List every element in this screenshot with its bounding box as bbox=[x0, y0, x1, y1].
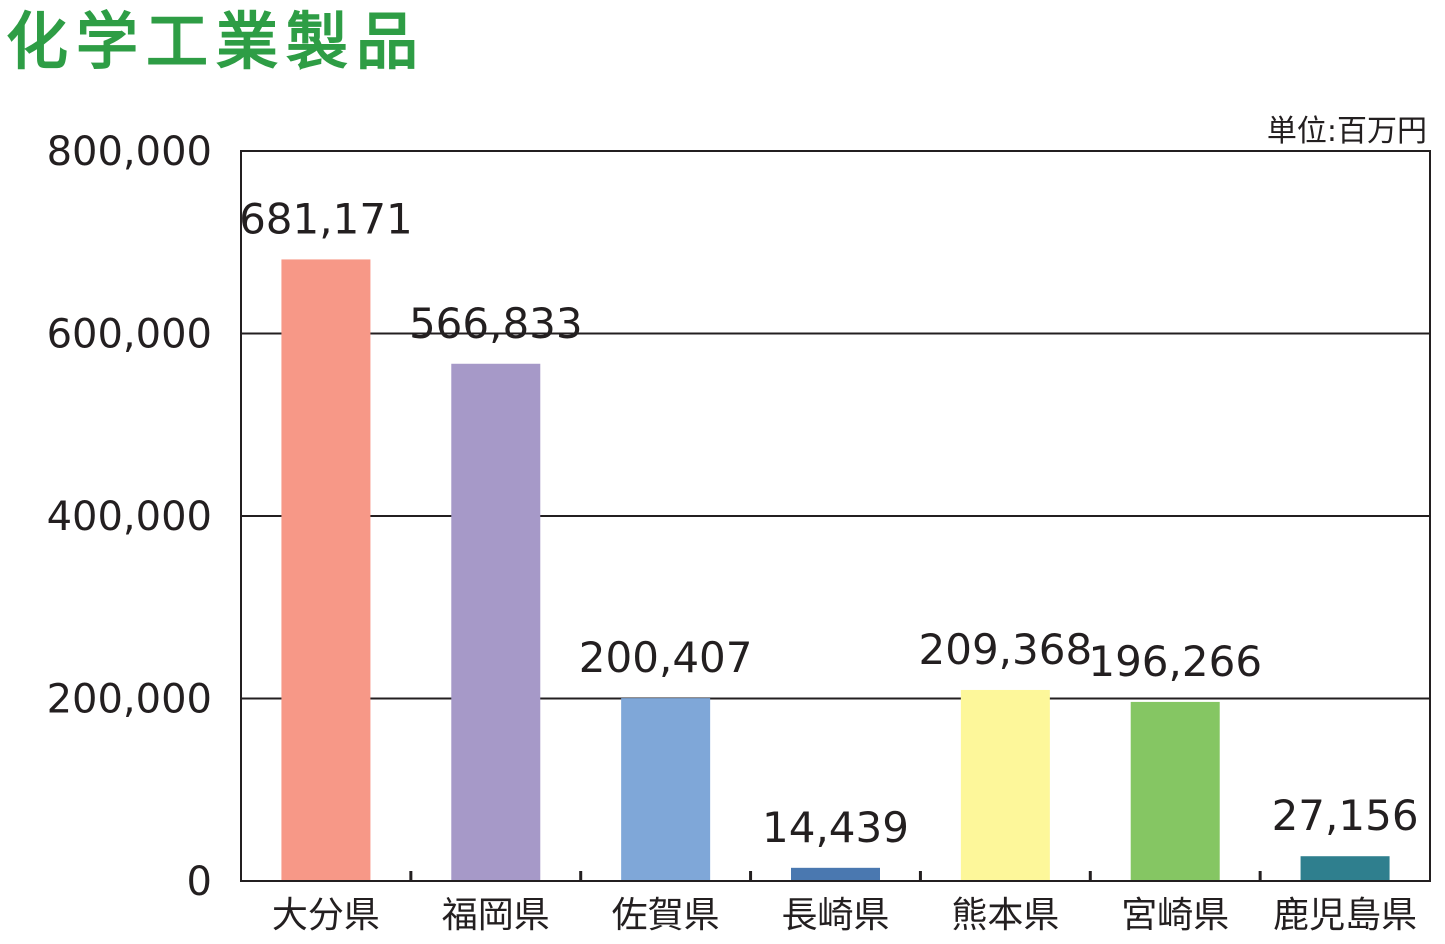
x-tick-label: 福岡県 bbox=[442, 895, 550, 936]
x-tick-label: 宮崎県 bbox=[1121, 895, 1229, 936]
data-label: 27,156 bbox=[1272, 791, 1419, 840]
bar bbox=[1130, 701, 1220, 881]
gridlines bbox=[241, 332, 1430, 700]
bars bbox=[281, 259, 1390, 881]
x-tick-label: 長崎県 bbox=[781, 895, 889, 936]
data-label: 14,439 bbox=[762, 803, 909, 852]
plot-border bbox=[240, 150, 1431, 882]
x-tick-label: 鹿児島県 bbox=[1273, 895, 1417, 936]
plot-frame bbox=[240, 150, 1431, 882]
bar bbox=[1300, 856, 1390, 881]
bar bbox=[281, 259, 371, 881]
y-tick-label: 800,000 bbox=[47, 129, 212, 175]
data-label: 566,833 bbox=[409, 299, 583, 348]
y-tick-label: 200,000 bbox=[47, 677, 212, 723]
y-tick-label: 400,000 bbox=[47, 494, 212, 540]
y-tick-label: 0 bbox=[187, 859, 212, 905]
bar bbox=[791, 867, 880, 881]
x-tick-label: 熊本県 bbox=[951, 895, 1059, 936]
data-label: 196,266 bbox=[1088, 637, 1262, 686]
x-tick-label: 佐賀県 bbox=[612, 895, 720, 936]
x-axis-ticks: 大分県 福岡県 佐賀県 長崎県 熊本県 宮崎県 鹿児島県 bbox=[272, 871, 1417, 936]
y-axis-ticks: 0 200,000 400,000 600,000 800,000 bbox=[47, 129, 212, 905]
chart-title: 化学工業製品 bbox=[6, 5, 427, 78]
bar bbox=[451, 363, 541, 881]
bar bbox=[960, 689, 1050, 881]
data-label: 209,368 bbox=[919, 625, 1093, 674]
bar bbox=[621, 698, 711, 881]
data-labels: 681,171 566,833 200,407 14,439 209,368196,26… bbox=[239, 194, 1418, 851]
y-tick-label: 600,000 bbox=[47, 312, 212, 358]
x-tick-label: 大分県 bbox=[272, 895, 380, 936]
data-label: 200,407 bbox=[579, 633, 753, 682]
data-label: 681,171 bbox=[239, 194, 413, 243]
unit-label: 単位:百万円 bbox=[1266, 114, 1427, 149]
